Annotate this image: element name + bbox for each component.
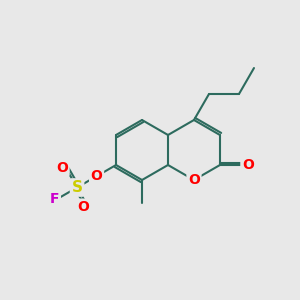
Text: S: S xyxy=(72,180,83,195)
Text: O: O xyxy=(242,158,254,172)
Text: O: O xyxy=(56,161,68,175)
Text: O: O xyxy=(77,200,89,214)
Text: O: O xyxy=(188,173,200,187)
Text: F: F xyxy=(50,192,59,206)
Text: O: O xyxy=(91,169,103,183)
